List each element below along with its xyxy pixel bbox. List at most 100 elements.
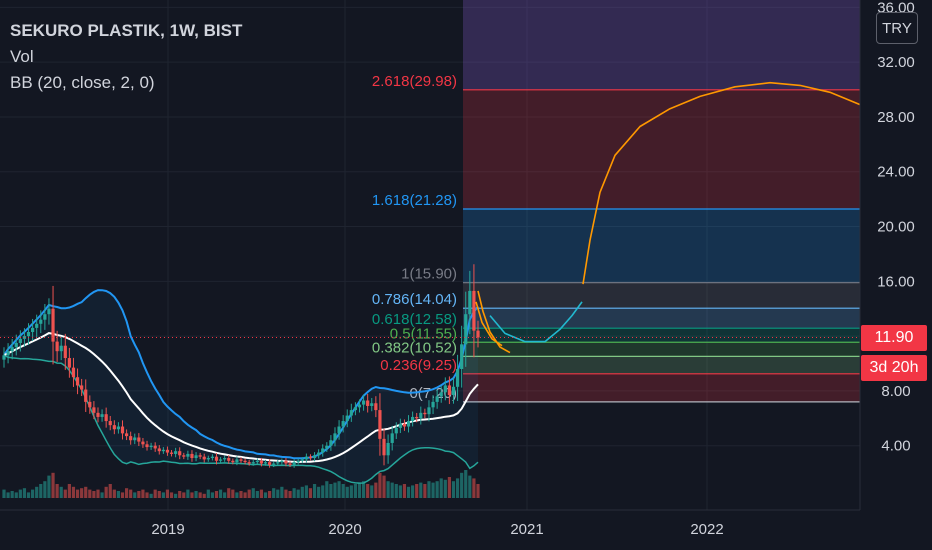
bollinger-indicator-label[interactable]: BB (20, close, 2, 0) xyxy=(10,73,155,92)
price-tick-label: 20.00 xyxy=(877,219,915,236)
projection-curve-orange-short xyxy=(477,290,511,354)
volume-bar xyxy=(157,491,161,498)
projection-drawings[interactable] xyxy=(475,81,861,354)
volume-bar xyxy=(382,475,386,498)
candle-body xyxy=(247,462,251,464)
volume-bar xyxy=(276,489,280,498)
candle-body xyxy=(460,344,464,369)
candle-body xyxy=(145,444,149,448)
candle-body xyxy=(161,449,165,452)
volume-bar xyxy=(55,484,59,498)
volume-bar xyxy=(357,482,362,498)
candle-body xyxy=(169,452,174,454)
candle-body xyxy=(227,458,231,461)
volume-bar xyxy=(43,481,47,498)
candle-body xyxy=(18,338,22,343)
candle-body xyxy=(333,433,337,441)
candle-body xyxy=(194,455,198,459)
volume-bar xyxy=(47,475,51,498)
chart-legend: SEKURO PLASTIK, 1W, BIST Vol BB (20, clo… xyxy=(10,18,242,96)
volume-bar xyxy=(129,489,133,498)
time-tick-label: 2022 xyxy=(690,521,723,538)
candle-body xyxy=(439,392,443,397)
fib-label-0.236: 0.236(9.25) xyxy=(380,357,457,374)
volume-bars xyxy=(2,470,480,498)
candle-body xyxy=(174,451,178,454)
volume-bar xyxy=(251,488,255,498)
candle-body xyxy=(276,462,280,464)
candle-body xyxy=(55,341,59,352)
candle-body xyxy=(357,404,362,408)
volume-bar xyxy=(165,489,170,498)
volume-bar xyxy=(353,484,358,498)
volume-bar xyxy=(88,489,92,498)
fib-band-0.786 xyxy=(463,308,860,329)
volume-bar xyxy=(345,486,349,498)
volume-bar xyxy=(2,489,6,498)
fib-label-1: 1(15.90) xyxy=(401,266,457,283)
volume-bar xyxy=(210,492,214,498)
time-tick-label: 2019 xyxy=(151,521,184,538)
volume-bar xyxy=(26,492,31,498)
volume-bar xyxy=(378,472,382,498)
candle-body xyxy=(186,453,190,457)
volume-bar xyxy=(63,489,67,498)
price-tick-label: 16.00 xyxy=(877,273,915,290)
price-tick-label: 8.00 xyxy=(881,383,910,400)
volume-bar xyxy=(92,491,96,498)
candle-body xyxy=(443,385,447,393)
volume-bar xyxy=(284,489,288,498)
volume-bar xyxy=(96,489,100,498)
volume-bar xyxy=(349,485,353,498)
volume-indicator-label[interactable]: Vol xyxy=(10,47,34,66)
candle-body xyxy=(304,456,308,460)
candle-body xyxy=(10,347,14,352)
volume-bar xyxy=(161,492,165,498)
volume-bar xyxy=(402,484,407,498)
volume-bar xyxy=(80,488,84,498)
candle-body xyxy=(149,445,153,448)
volume-bar xyxy=(137,491,141,498)
candle-body xyxy=(243,460,247,463)
volume-bar xyxy=(468,475,472,498)
time-tick-label: 2020 xyxy=(328,521,361,538)
volume-bar xyxy=(51,472,55,498)
candle-body xyxy=(51,308,55,342)
volume-bar xyxy=(394,484,398,498)
volume-bar xyxy=(14,492,18,498)
candle-body xyxy=(394,427,398,434)
volume-bar xyxy=(263,492,268,498)
volume-bar xyxy=(386,481,390,498)
candle-body xyxy=(406,421,411,427)
candle-body xyxy=(35,323,39,328)
volume-bar xyxy=(255,491,259,498)
symbol-title[interactable]: SEKURO PLASTIK, 1W, BIST xyxy=(10,21,243,40)
price-tick-label: 32.00 xyxy=(877,54,915,71)
volume-bar xyxy=(337,481,341,498)
candle-body xyxy=(259,460,264,464)
candle-body xyxy=(353,407,358,411)
currency-button[interactable]: TRY xyxy=(876,12,918,44)
candle-body xyxy=(14,342,18,348)
countdown-tag: 3d 20h xyxy=(861,355,927,381)
fibonacci-retracement[interactable]: 0(7.20)0.236(9.25)0.382(10.52)0.5(11.55)… xyxy=(372,0,860,403)
volume-bar xyxy=(178,491,182,498)
volume-bar xyxy=(149,493,153,498)
projection-curve-orange-large xyxy=(582,81,861,285)
candle-body xyxy=(251,462,255,464)
candle-body xyxy=(6,351,10,356)
fib-band-1 xyxy=(463,282,860,309)
candle-body xyxy=(378,410,382,439)
candle-body xyxy=(382,438,386,456)
candle-body xyxy=(398,423,402,428)
volume-bar xyxy=(59,486,63,498)
candle-body xyxy=(80,385,84,390)
candle-body xyxy=(464,314,468,345)
volume-bar xyxy=(223,492,227,498)
candle-body xyxy=(349,410,353,416)
candle-body xyxy=(59,345,63,352)
candle-body xyxy=(325,445,329,449)
volume-bar xyxy=(460,472,464,498)
candle-body xyxy=(415,416,419,419)
